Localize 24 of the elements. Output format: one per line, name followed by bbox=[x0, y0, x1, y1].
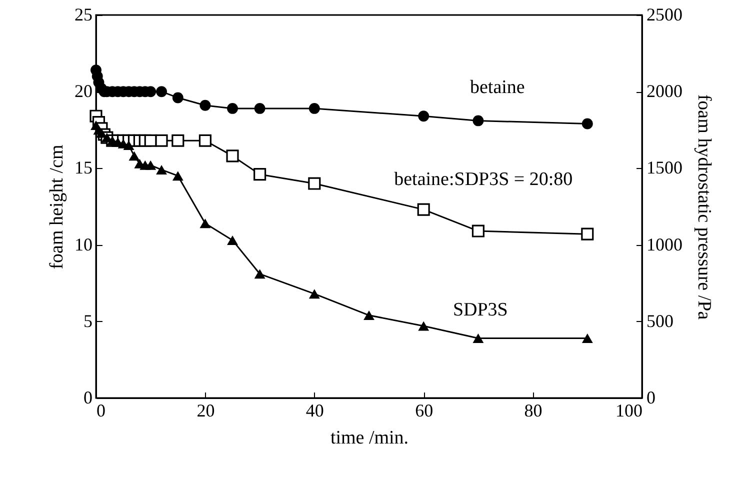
x-axis-title: time /min. bbox=[330, 428, 409, 448]
y2-tick-label: 1000 bbox=[646, 234, 682, 254]
y-tick-label: 0 bbox=[84, 388, 92, 408]
series-label: betaine:SDP3S = 20:80 bbox=[394, 169, 573, 190]
y-tick-label: 15 bbox=[74, 158, 92, 178]
y2-tick-label: 1500 bbox=[646, 158, 682, 178]
y-tick-label: 20 bbox=[74, 81, 92, 102]
y2-axis-title: foam hydrostatic pressure /Pa bbox=[694, 94, 714, 320]
x-tick-label: 0 bbox=[96, 400, 106, 420]
x-tick-label: 80 bbox=[524, 400, 542, 420]
x-tick-label: 40 bbox=[306, 400, 324, 420]
x-tick-label: 60 bbox=[415, 400, 434, 420]
y2-tick-label: 2500 bbox=[646, 4, 682, 24]
y2-tick-label: 2000 bbox=[646, 81, 682, 102]
series-label: SDP3S bbox=[452, 299, 508, 320]
y-tick-label: 25 bbox=[74, 4, 92, 24]
y-tick-label: 5 bbox=[84, 310, 92, 331]
x-tick-label: 100 bbox=[616, 400, 642, 420]
series-label: betaine bbox=[470, 76, 525, 98]
y2-tick-label: 0 bbox=[646, 388, 656, 408]
x-tick-label: 20 bbox=[196, 400, 215, 420]
y-axis-title: foam height /cm bbox=[46, 144, 68, 270]
y2-tick-label: 500 bbox=[646, 310, 674, 331]
y-tick-label: 10 bbox=[74, 234, 92, 254]
